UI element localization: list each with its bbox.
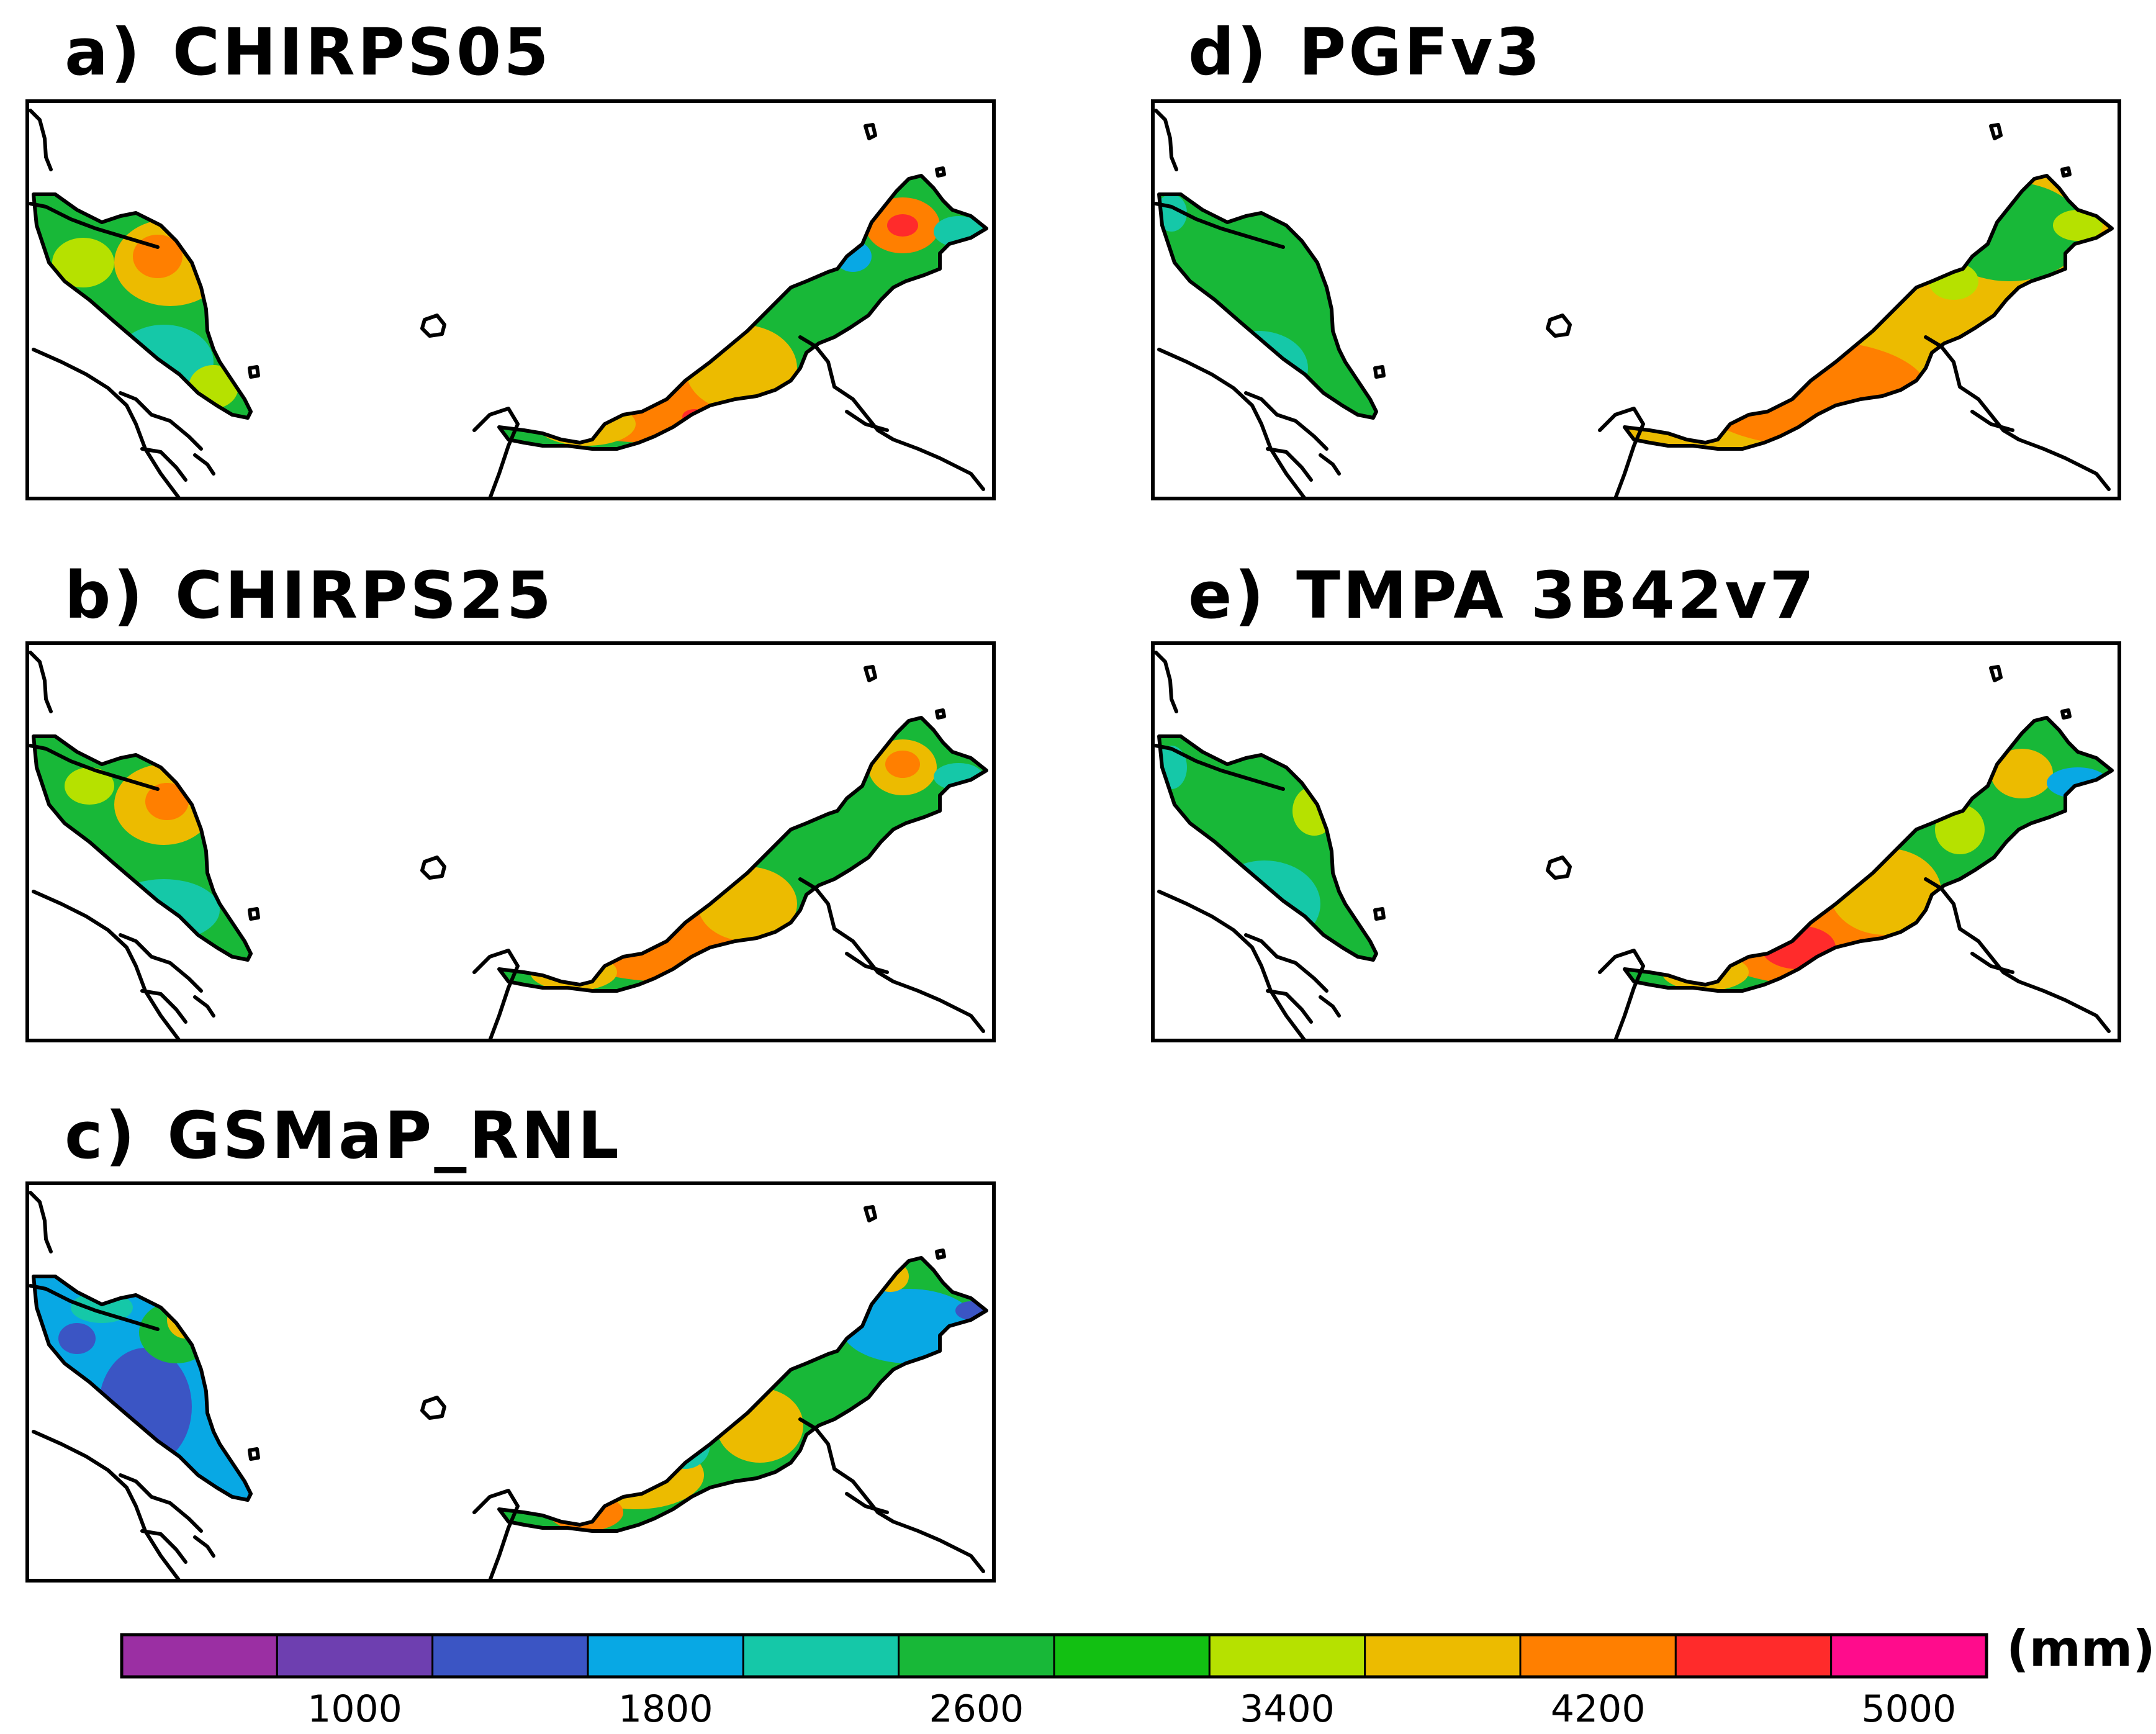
- panel-e-product: TMPA 3B42v7: [1296, 558, 1816, 633]
- svg-text:a)CHIRPS05: a) CHIRPS05: [65, 14, 551, 90]
- colorbar: 1000 1800 2600 3400 4200 5000 (mm): [120, 1620, 2155, 1731]
- panel-c-product: GSMaP_RNL: [167, 1098, 621, 1173]
- panel-b-title: b) CHIRPS25: [65, 558, 554, 633]
- colorbar-swatch: [898, 1633, 1055, 1678]
- panel-b-product: CHIRPS25: [175, 558, 554, 633]
- panel-b-label: b): [65, 558, 145, 633]
- svg-text:d)PGFv3: d) PGFv3: [1188, 14, 1543, 90]
- svg-text:b)CHIRPS25: b) CHIRPS25: [65, 558, 554, 633]
- panel-e-map: [1151, 641, 2121, 1042]
- svg-text:e)TMPA 3B42v7: e) TMPA 3B42v7: [1188, 558, 1816, 633]
- panel-b-map: [25, 641, 996, 1042]
- colorbar-swatch: [1208, 1633, 1366, 1678]
- colorbar-tick-label: 2600: [929, 1687, 1024, 1731]
- panel-e-label: e): [1188, 558, 1266, 633]
- colorbar-tick-label: 4200: [1551, 1687, 1646, 1731]
- colorbar-swatch: [120, 1633, 278, 1678]
- panel-a-title: a) CHIRPS05: [65, 14, 551, 90]
- panel-e-title: e) TMPA 3B42v7: [1188, 558, 1816, 633]
- colorbar-tick-label: 1800: [618, 1687, 713, 1731]
- colorbar-swatch: [742, 1633, 900, 1678]
- colorbar-tick-label: 3400: [1240, 1687, 1335, 1731]
- colorbar-tick-label: 1000: [307, 1687, 402, 1731]
- panel-a-product: CHIRPS05: [173, 14, 551, 90]
- colorbar-swatch: [1830, 1633, 1988, 1678]
- colorbar-swatch: [1674, 1633, 1833, 1678]
- panel-a-label: a): [65, 14, 143, 90]
- colorbar-swatch: [587, 1633, 744, 1678]
- colorbar-swatches: [120, 1633, 1988, 1678]
- panel-a-map: [25, 99, 996, 500]
- panel-d-label: d): [1188, 14, 1269, 90]
- colorbar-tick-label: 5000: [1861, 1687, 1956, 1731]
- colorbar-tick-labels: 1000 1800 2600 3400 4200 5000: [307, 1687, 1956, 1731]
- colorbar-swatch: [276, 1633, 434, 1678]
- panel-d-product: PGFv3: [1299, 14, 1543, 90]
- panel-d-title: d) PGFv3: [1188, 14, 1543, 90]
- panel-c-map: [25, 1181, 996, 1583]
- colorbar-swatch: [1519, 1633, 1677, 1678]
- svg-text:c)GSMaP_RNL: c) GSMaP_RNL: [65, 1098, 621, 1173]
- colorbar-swatch: [1364, 1633, 1522, 1678]
- colorbar-unit: (mm): [2006, 1620, 2155, 1678]
- colorbar-swatch: [431, 1633, 589, 1678]
- panel-d-map: [1151, 99, 2121, 500]
- panel-c-title: c) GSMaP_RNL: [65, 1098, 621, 1173]
- panel-c-label: c): [65, 1098, 137, 1173]
- colorbar-frame: [120, 1633, 1988, 1679]
- colorbar-swatch: [1053, 1633, 1211, 1678]
